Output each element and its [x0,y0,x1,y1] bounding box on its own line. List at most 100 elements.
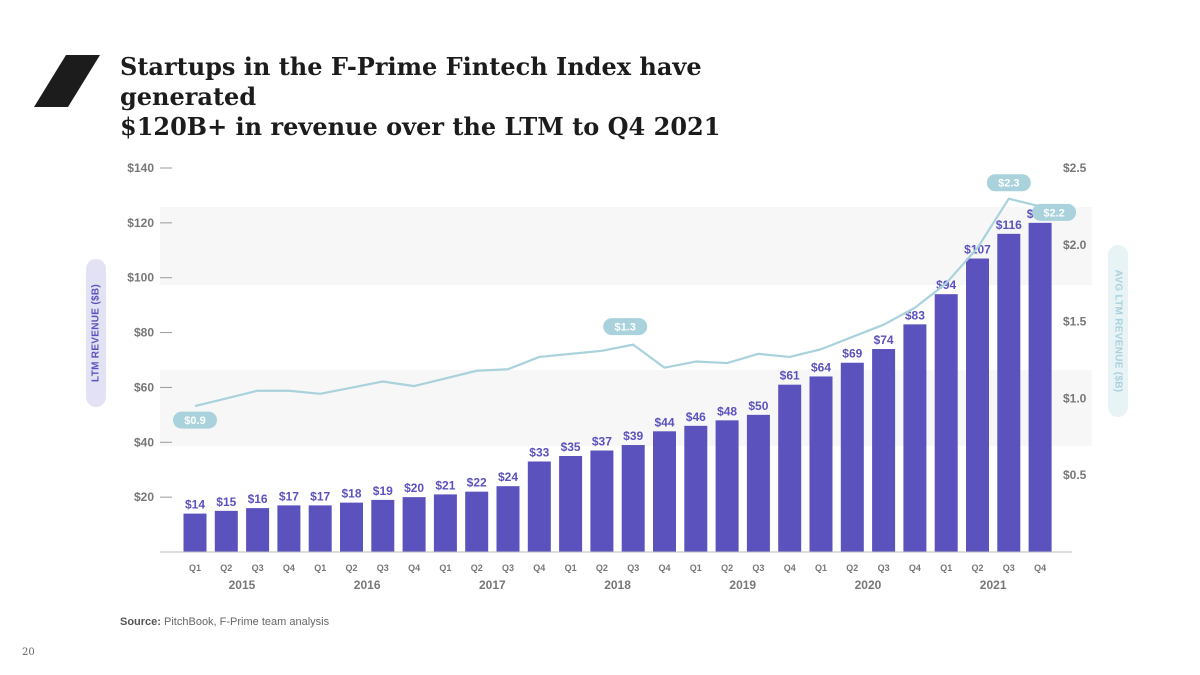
bar-value-label: $14 [185,498,205,512]
bar [559,456,583,552]
source-note: Source: PitchBook, F-Prime team analysis [120,616,329,628]
year-label: 2016 [354,578,381,592]
bar-value-label: $44 [654,415,674,429]
bar-value-label: $83 [905,308,925,322]
bar [840,362,864,552]
bar [621,445,645,552]
page-number: 20 [22,647,35,658]
quarter-tick-label: Q2 [220,563,232,573]
quarter-tick-label: Q2 [721,563,733,573]
bar [809,376,833,552]
year-label: 2018 [604,578,631,592]
right-tick-label: $1.0 [1063,391,1087,405]
bar [684,425,708,552]
quarter-tick-label: Q1 [314,563,326,573]
bar-value-label: $50 [748,399,768,413]
callout-label: $2.3 [998,178,1019,190]
bar [715,420,739,552]
quarter-tick-label: Q4 [533,563,545,573]
bar-value-label: $20 [404,481,424,495]
bar [903,324,927,552]
right-axis-label-text: AVG LTM REVENUE ($B) [1112,269,1124,393]
quarter-tick-label: Q1 [690,563,702,573]
bar-value-label: $46 [686,410,706,424]
quarter-tick-label: Q2 [846,563,858,573]
bar-value-label: $19 [373,484,393,498]
quarter-tick-label: Q3 [252,563,264,573]
right-tick-label: $0.5 [1063,468,1087,482]
bar-value-label: $48 [717,404,737,418]
quarter-tick-label: Q3 [878,563,890,573]
callout-label: $1.3 [614,322,635,334]
year-label: 2019 [729,578,756,592]
left-tick-label: $100 [127,271,154,285]
bar [653,431,676,552]
bar [246,508,270,552]
bar-value-label: $37 [592,435,612,449]
bar-value-label: $107 [964,243,991,257]
bar [308,505,332,552]
quarter-tick-label: Q3 [502,563,514,573]
quarter-tick-label: Q4 [658,563,670,573]
bar-value-label: $33 [529,445,549,459]
quarter-tick-label: Q1 [565,563,577,573]
bar [1028,222,1052,552]
year-label: 2021 [980,578,1007,592]
quarter-tick-label: Q1 [189,563,201,573]
right-tick-label: $2.0 [1063,238,1087,252]
left-tick-label: $120 [127,216,154,230]
bar [527,461,551,552]
bar-value-label: $39 [623,429,643,443]
bar [214,510,238,552]
bar-value-label: $61 [780,369,800,383]
year-label: 2015 [229,578,256,592]
quarter-tick-label: Q4 [283,563,295,573]
bar-value-label: $15 [216,495,236,509]
callout-label: $2.2 [1043,207,1064,219]
callout-label: $0.9 [184,415,205,427]
bar [496,486,520,552]
bar [402,497,426,552]
bar [277,505,301,552]
avg-revenue-line [194,197,1041,408]
bar [934,294,958,552]
quarter-tick-label: Q4 [784,563,796,573]
year-label: 2017 [479,578,506,592]
bar-value-label: $24 [498,470,518,484]
quarter-tick-label: Q3 [1003,563,1015,573]
quarter-tick-label: Q1 [439,563,451,573]
callout-bubble [603,318,648,336]
bar [371,499,395,552]
quarter-tick-label: Q2 [345,563,357,573]
quarter-tick-label: Q4 [1034,563,1046,573]
bar-value-label: $16 [248,492,268,506]
bar-value-label: $116 [996,218,1022,232]
left-axis-label-text: LTM REVENUE ($B) [90,284,102,382]
bar [340,502,363,552]
bar-value-label: $18 [341,487,361,501]
left-tick-label: $140 [127,161,154,175]
bar [746,414,770,552]
bar [433,494,457,552]
bar [590,450,614,552]
right-tick-label: $2.5 [1063,161,1087,175]
bar-value-label: $17 [279,489,299,503]
left-tick-label: $80 [134,326,154,340]
quarter-tick-label: Q4 [909,563,921,573]
f-prime-logo-icon [34,55,100,112]
left-tick-label: $40 [134,435,154,449]
bar [872,349,896,552]
callout-bubble [986,174,1031,192]
source-label: Source: [120,616,161,628]
bar-value-label: $74 [874,333,894,347]
bar-value-label: $64 [811,360,831,374]
quarter-tick-label: Q2 [971,563,983,573]
quarter-tick-label: Q4 [408,563,420,573]
quarter-tick-label: Q3 [627,563,639,573]
left-tick-label: $20 [134,490,154,504]
right-axis-label: AVG LTM REVENUE ($B) [1108,245,1128,417]
bar [966,258,989,552]
page-title: Startups in the F-Prime Fintech Index ha… [120,52,760,142]
bar [465,491,489,552]
quarter-tick-label: Q2 [596,563,608,573]
